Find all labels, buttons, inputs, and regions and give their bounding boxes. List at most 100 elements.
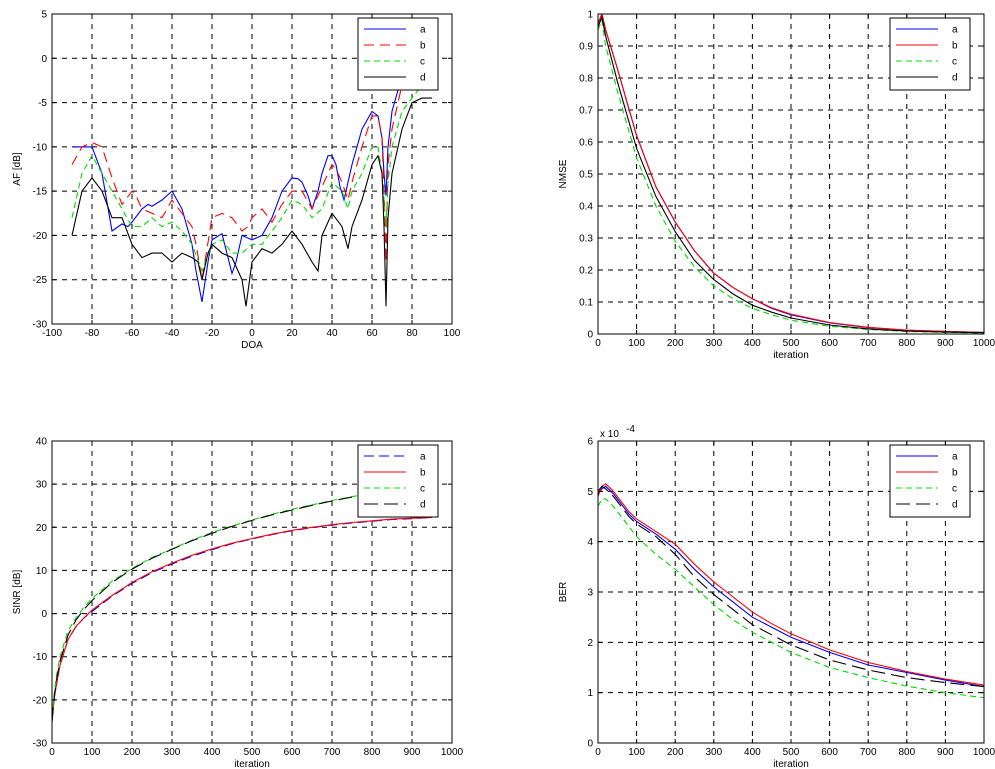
legend-label-b: b xyxy=(420,468,426,479)
legend-label-d: d xyxy=(952,73,958,84)
x-tick-label: 800 xyxy=(898,747,915,758)
y-tick-label: 40 xyxy=(36,437,48,448)
x-tick-label: 80 xyxy=(406,328,418,339)
x-axis-label: iteration xyxy=(773,350,809,361)
x-tick-label: 1000 xyxy=(441,747,464,758)
y-exponent-label: x 10 xyxy=(600,429,619,440)
series-line-c xyxy=(598,498,984,699)
x-tick-label: 500 xyxy=(244,747,261,758)
y-tick-label: -10 xyxy=(33,652,48,663)
chart-panel-0: -100 -80 -60 -40 -20 0 20 40 60 80 100-30-25-20-15… xyxy=(12,10,461,352)
x-tick-label: 400 xyxy=(744,338,761,349)
series-line-b xyxy=(598,483,984,686)
y-tick-label: -25 xyxy=(33,275,48,286)
y-tick-label: -30 xyxy=(33,739,48,750)
x-tick-label: 700 xyxy=(860,338,877,349)
x-tick-label: 0 xyxy=(249,328,255,339)
x-tick-label: -100 xyxy=(42,328,62,339)
legend-label-c: c xyxy=(420,57,425,68)
y-tick-label: -20 xyxy=(33,695,48,706)
y-tick-label: 0.1 xyxy=(579,298,593,309)
y-tick-label: 0.6 xyxy=(579,138,593,149)
y-tick-label: 0.3 xyxy=(579,234,593,245)
x-tick-label: 300 xyxy=(705,747,722,758)
x-tick-label: 100 xyxy=(444,328,461,339)
x-tick-label: 100 xyxy=(628,338,645,349)
y-tick-label: 0.2 xyxy=(579,266,593,277)
legend-label-a: a xyxy=(420,25,426,36)
x-tick-label: 200 xyxy=(124,747,141,758)
series-line-d xyxy=(52,485,433,722)
legend-label-a: a xyxy=(952,452,958,463)
x-tick-label: -60 xyxy=(125,328,140,339)
x-tick-label: 20 xyxy=(286,328,298,339)
y-tick-label: 0 xyxy=(41,54,47,65)
legend-label-c: c xyxy=(952,57,957,68)
y-tick-label: 0.8 xyxy=(579,74,593,85)
x-tick-label: 100 xyxy=(628,747,645,758)
y-axis-label: SINR [dB] xyxy=(12,570,23,615)
chart-panel-3: 0 100 200 300 400 500 600 700 800 900 1000 0 1 2 3 4 5 6 i… xyxy=(558,424,995,769)
legend-label-d: d xyxy=(420,500,426,511)
legend-label-d: d xyxy=(952,500,958,511)
x-tick-label: 300 xyxy=(705,338,722,349)
y-tick-label: -30 xyxy=(33,320,48,331)
legend-box xyxy=(889,444,971,518)
y-tick-label: -20 xyxy=(33,231,48,242)
chart-panel-1: 0 100 200 300 400 500 600 700 800 900 1000 0 0.1 0.2 0… xyxy=(558,10,995,362)
x-tick-label: 600 xyxy=(821,747,838,758)
y-tick-label: 6 xyxy=(587,437,593,448)
y-tick-label: 0.9 xyxy=(579,42,593,53)
y-tick-label: -10 xyxy=(33,142,48,153)
y-axis-label: BER xyxy=(558,582,569,603)
y-tick-label: 0.5 xyxy=(579,170,593,181)
y-tick-label: 4 xyxy=(587,537,593,548)
legend-label-d: d xyxy=(420,73,426,84)
x-tick-label: 500 xyxy=(783,747,800,758)
x-tick-label: 100 xyxy=(84,747,101,758)
chart-panel-2: 0 100 200 300 400 500 600 700 800 900 1000-30-20-1… xyxy=(12,437,464,769)
y-tick-label: 1 xyxy=(587,688,593,699)
x-axis-label: iteration xyxy=(234,759,270,769)
legend-box xyxy=(357,17,439,91)
legend-box xyxy=(889,17,971,91)
legend-box xyxy=(357,444,439,518)
x-tick-label: 400 xyxy=(744,747,761,758)
x-tick-label: 0 xyxy=(595,747,601,758)
x-tick-label: 60 xyxy=(366,328,378,339)
series-line-d xyxy=(598,485,984,688)
legend-label-b: b xyxy=(952,468,958,479)
legend-label-a: a xyxy=(420,452,426,463)
x-tick-label: 800 xyxy=(364,747,381,758)
y-tick-label: 0.7 xyxy=(579,106,593,117)
y-tick-label: -5 xyxy=(38,98,47,109)
y-exponent-power: -4 xyxy=(626,424,635,435)
x-axis-label: DOA xyxy=(241,340,263,351)
x-tick-label: 40 xyxy=(326,328,338,339)
legend-label-a: a xyxy=(952,25,958,36)
y-tick-label: 3 xyxy=(587,588,593,599)
y-tick-label: 30 xyxy=(36,480,48,491)
y-tick-label: -15 xyxy=(33,187,48,198)
y-tick-label: 5 xyxy=(41,10,47,21)
y-axis-label: AF [dB] xyxy=(12,152,23,186)
x-tick-label: -80 xyxy=(85,328,100,339)
series-line-b xyxy=(71,48,433,280)
x-tick-label: 200 xyxy=(667,747,684,758)
x-tick-label: 600 xyxy=(821,338,838,349)
x-tick-label: 300 xyxy=(164,747,181,758)
y-tick-label: 20 xyxy=(36,523,48,534)
x-tick-label: 900 xyxy=(404,747,421,758)
legend-label-b: b xyxy=(952,41,958,52)
x-tick-label: -40 xyxy=(165,328,180,339)
series-line-b xyxy=(598,14,984,333)
y-tick-label: 10 xyxy=(36,566,48,577)
x-tick-label: 1000 xyxy=(973,747,995,758)
legend-label-c: c xyxy=(420,484,425,495)
y-tick-label: 0 xyxy=(587,739,593,750)
